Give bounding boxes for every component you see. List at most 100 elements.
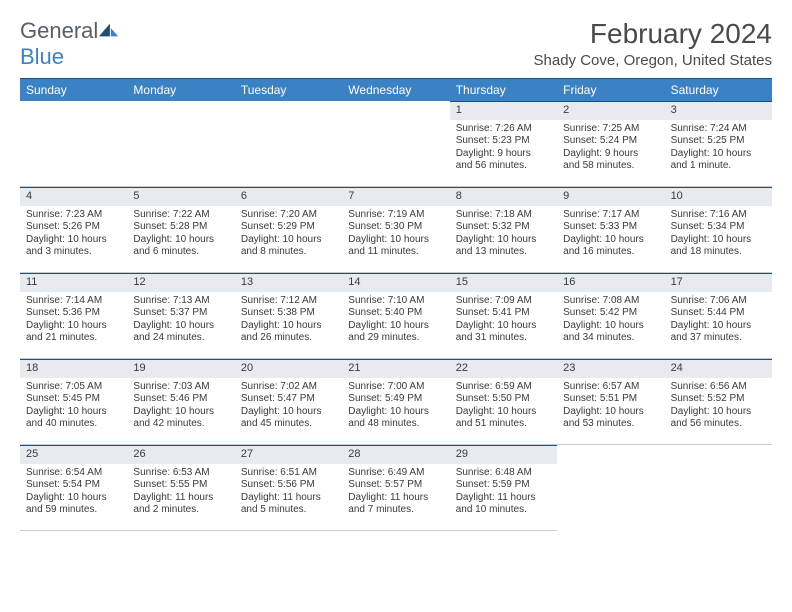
day-detail-line: and 16 minutes. xyxy=(563,246,658,259)
day-detail-line: Sunset: 5:56 PM xyxy=(241,479,336,492)
day-detail-line: Sunrise: 7:22 AM xyxy=(133,209,228,222)
day-details: Sunrise: 7:12 AMSunset: 5:38 PMDaylight:… xyxy=(235,292,342,349)
calendar-cell: 12Sunrise: 7:13 AMSunset: 5:37 PMDayligh… xyxy=(127,273,234,359)
day-detail-line: Daylight: 11 hours xyxy=(456,492,551,505)
calendar-cell-empty xyxy=(557,445,664,531)
month-title: February 2024 xyxy=(534,18,772,50)
day-detail-line: Sunset: 5:55 PM xyxy=(133,479,228,492)
day-detail-line: Sunrise: 7:10 AM xyxy=(348,295,443,308)
day-number: 24 xyxy=(665,359,772,378)
day-details: Sunrise: 6:54 AMSunset: 5:54 PMDaylight:… xyxy=(20,464,127,521)
weekday-header-row: SundayMondayTuesdayWednesdayThursdayFrid… xyxy=(20,79,772,101)
day-detail-line: Sunset: 5:50 PM xyxy=(456,393,551,406)
day-detail-line: and 59 minutes. xyxy=(26,504,121,517)
day-detail-line: and 56 minutes. xyxy=(671,418,766,431)
day-detail-line: Daylight: 10 hours xyxy=(348,320,443,333)
day-detail-line: Daylight: 10 hours xyxy=(26,492,121,505)
day-details: Sunrise: 6:59 AMSunset: 5:50 PMDaylight:… xyxy=(450,378,557,435)
calendar: SundayMondayTuesdayWednesdayThursdayFrid… xyxy=(20,78,772,531)
location-subtitle: Shady Cove, Oregon, United States xyxy=(534,52,772,69)
day-details: Sunrise: 7:09 AMSunset: 5:41 PMDaylight:… xyxy=(450,292,557,349)
calendar-cell: 22Sunrise: 6:59 AMSunset: 5:50 PMDayligh… xyxy=(450,359,557,445)
day-detail-line: Sunrise: 7:20 AM xyxy=(241,209,336,222)
day-detail-line: Daylight: 11 hours xyxy=(348,492,443,505)
day-number: 20 xyxy=(235,359,342,378)
calendar-cell: 9Sunrise: 7:17 AMSunset: 5:33 PMDaylight… xyxy=(557,187,664,273)
day-detail-line: Sunrise: 6:54 AM xyxy=(26,467,121,480)
calendar-cell: 16Sunrise: 7:08 AMSunset: 5:42 PMDayligh… xyxy=(557,273,664,359)
day-detail-line: Sunset: 5:42 PM xyxy=(563,307,658,320)
day-detail-line: Daylight: 10 hours xyxy=(26,406,121,419)
calendar-cell: 18Sunrise: 7:05 AMSunset: 5:45 PMDayligh… xyxy=(20,359,127,445)
day-detail-line: Sunrise: 7:24 AM xyxy=(671,123,766,136)
day-number: 26 xyxy=(127,445,234,464)
day-detail-line: and 6 minutes. xyxy=(133,246,228,259)
day-detail-line: Daylight: 10 hours xyxy=(348,406,443,419)
calendar-cell: 7Sunrise: 7:19 AMSunset: 5:30 PMDaylight… xyxy=(342,187,449,273)
calendar-cell: 19Sunrise: 7:03 AMSunset: 5:46 PMDayligh… xyxy=(127,359,234,445)
day-details: Sunrise: 7:00 AMSunset: 5:49 PMDaylight:… xyxy=(342,378,449,435)
calendar-cell: 3Sunrise: 7:24 AMSunset: 5:25 PMDaylight… xyxy=(665,101,772,187)
day-number: 6 xyxy=(235,187,342,206)
day-detail-line: Sunset: 5:30 PM xyxy=(348,221,443,234)
day-detail-line: and 48 minutes. xyxy=(348,418,443,431)
calendar-cell: 4Sunrise: 7:23 AMSunset: 5:26 PMDaylight… xyxy=(20,187,127,273)
day-details: Sunrise: 7:14 AMSunset: 5:36 PMDaylight:… xyxy=(20,292,127,349)
day-detail-line: Sunrise: 6:53 AM xyxy=(133,467,228,480)
day-detail-line: and 1 minute. xyxy=(671,160,766,173)
day-detail-line: Daylight: 10 hours xyxy=(133,320,228,333)
day-detail-line: and 10 minutes. xyxy=(456,504,551,517)
day-detail-line: and 34 minutes. xyxy=(563,332,658,345)
day-number: 2 xyxy=(557,101,664,120)
calendar-cell: 28Sunrise: 6:49 AMSunset: 5:57 PMDayligh… xyxy=(342,445,449,531)
calendar-cell-empty xyxy=(665,445,772,531)
day-detail-line: and 21 minutes. xyxy=(26,332,121,345)
day-number: 11 xyxy=(20,273,127,292)
day-detail-line: Sunset: 5:45 PM xyxy=(26,393,121,406)
day-detail-line: Daylight: 10 hours xyxy=(563,320,658,333)
day-number: 10 xyxy=(665,187,772,206)
day-detail-line: Sunrise: 7:23 AM xyxy=(26,209,121,222)
day-details: Sunrise: 7:13 AMSunset: 5:37 PMDaylight:… xyxy=(127,292,234,349)
calendar-cell: 27Sunrise: 6:51 AMSunset: 5:56 PMDayligh… xyxy=(235,445,342,531)
day-detail-line: Sunrise: 7:02 AM xyxy=(241,381,336,394)
calendar-week-row: 25Sunrise: 6:54 AMSunset: 5:54 PMDayligh… xyxy=(20,445,772,531)
day-number: 5 xyxy=(127,187,234,206)
day-detail-line: Sunset: 5:40 PM xyxy=(348,307,443,320)
day-detail-line: Sunset: 5:49 PM xyxy=(348,393,443,406)
calendar-cell: 1Sunrise: 7:26 AMSunset: 5:23 PMDaylight… xyxy=(450,101,557,187)
day-detail-line: Daylight: 10 hours xyxy=(456,234,551,247)
day-detail-line: Sunset: 5:51 PM xyxy=(563,393,658,406)
day-detail-line: Daylight: 10 hours xyxy=(241,320,336,333)
weekday-header: Saturday xyxy=(665,79,772,101)
day-number: 16 xyxy=(557,273,664,292)
weekday-header: Sunday xyxy=(20,79,127,101)
day-detail-line: Sunrise: 7:06 AM xyxy=(671,295,766,308)
calendar-cell: 6Sunrise: 7:20 AMSunset: 5:29 PMDaylight… xyxy=(235,187,342,273)
day-number: 8 xyxy=(450,187,557,206)
day-details: Sunrise: 7:05 AMSunset: 5:45 PMDaylight:… xyxy=(20,378,127,435)
day-detail-line: Sunset: 5:32 PM xyxy=(456,221,551,234)
logo: General Blue xyxy=(20,18,120,70)
day-detail-line: Daylight: 10 hours xyxy=(241,234,336,247)
day-detail-line: and 11 minutes. xyxy=(348,246,443,259)
day-detail-line: and 5 minutes. xyxy=(241,504,336,517)
day-number: 12 xyxy=(127,273,234,292)
logo-text-blue: Blue xyxy=(20,44,64,69)
day-detail-line: Daylight: 10 hours xyxy=(671,406,766,419)
day-detail-line: Sunset: 5:59 PM xyxy=(456,479,551,492)
day-detail-line: and 3 minutes. xyxy=(26,246,121,259)
calendar-cell: 11Sunrise: 7:14 AMSunset: 5:36 PMDayligh… xyxy=(20,273,127,359)
day-detail-line: and 53 minutes. xyxy=(563,418,658,431)
day-number: 15 xyxy=(450,273,557,292)
calendar-cell: 20Sunrise: 7:02 AMSunset: 5:47 PMDayligh… xyxy=(235,359,342,445)
day-detail-line: and 40 minutes. xyxy=(26,418,121,431)
day-number: 29 xyxy=(450,445,557,464)
day-number: 7 xyxy=(342,187,449,206)
weekday-header: Monday xyxy=(127,79,234,101)
day-detail-line: Sunrise: 6:51 AM xyxy=(241,467,336,480)
day-detail-line: Sunrise: 6:48 AM xyxy=(456,467,551,480)
day-detail-line: Daylight: 10 hours xyxy=(133,406,228,419)
day-detail-line: Sunrise: 7:14 AM xyxy=(26,295,121,308)
day-detail-line: Daylight: 11 hours xyxy=(241,492,336,505)
